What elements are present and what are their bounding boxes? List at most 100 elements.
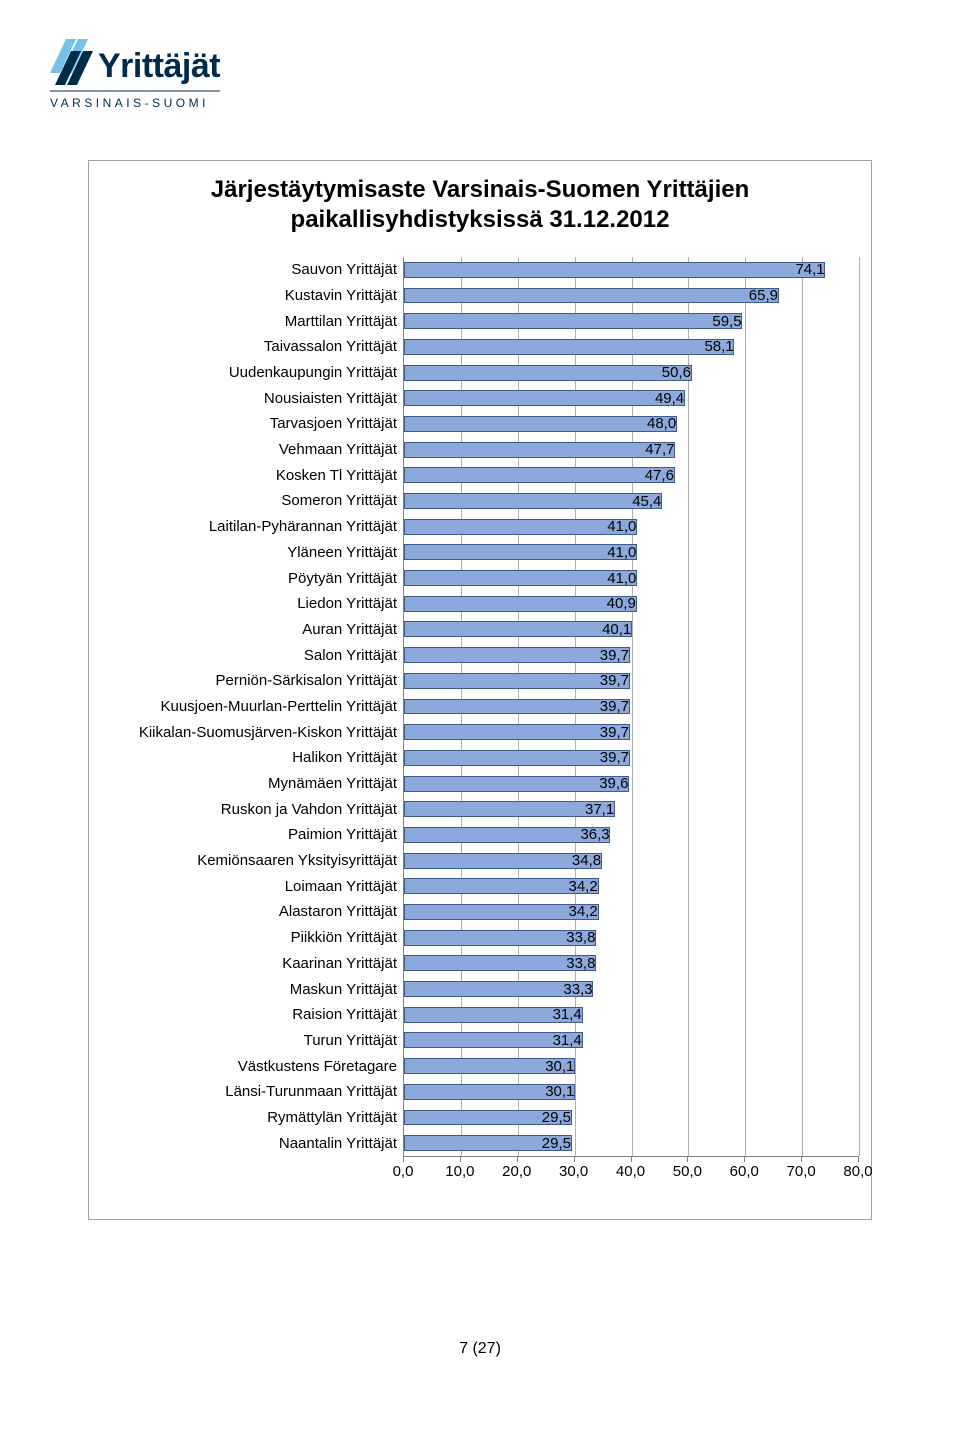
bar-value: 31,4: [553, 1006, 582, 1023]
x-tick-mark: [403, 1157, 404, 1162]
x-tick-label: 50,0: [673, 1163, 702, 1180]
category-label: Länsi-Turunmaan Yrittäjät: [103, 1079, 397, 1105]
category-label: Kiikalan-Suomusjärven-Kiskon Yrittäjät: [103, 719, 397, 745]
chart-title-line1: Järjestäytymisaste Varsinais-Suomen Yrit…: [211, 176, 750, 203]
category-label: Perniön-Särkisalon Yrittäjät: [103, 668, 397, 694]
bar-value: 47,6: [645, 467, 674, 484]
bar-value: 33,3: [563, 981, 592, 998]
bar-value: 30,1: [545, 1083, 574, 1100]
bar: [404, 442, 675, 458]
logo-main-text: Yrittäjät: [98, 47, 220, 85]
page-number: 7 (27): [0, 1340, 960, 1358]
logo-sub-text: VARSINAIS-SUOMI: [50, 96, 209, 110]
bar-value: 39,7: [600, 724, 629, 741]
category-label: Rymättylän Yrittäjät: [103, 1105, 397, 1131]
bar-value: 58,1: [704, 338, 733, 355]
bar-value: 59,5: [712, 313, 741, 330]
category-label: Västkustens Företagare: [103, 1053, 397, 1079]
category-label: Maskun Yrittäjät: [103, 976, 397, 1002]
category-label: Auran Yrittäjät: [103, 617, 397, 643]
x-tick-mark: [517, 1157, 518, 1162]
x-tick-mark: [687, 1157, 688, 1162]
bar: [404, 647, 630, 663]
bar: [404, 801, 615, 817]
category-label: Kemiönsaaren Yksityisyrittäjät: [103, 848, 397, 874]
grid-line: [859, 257, 860, 1156]
category-label: Paimion Yrittäjät: [103, 822, 397, 848]
bar-value: 41,0: [607, 570, 636, 587]
x-tick-label: 60,0: [730, 1163, 759, 1180]
bar-value: 40,9: [607, 595, 636, 612]
category-label: Yläneen Yrittäjät: [103, 540, 397, 566]
grid-line: [688, 257, 689, 1156]
x-tick-label: 80,0: [843, 1163, 872, 1180]
bar-value: 39,6: [599, 775, 628, 792]
category-label: Uudenkaupungin Yrittäjät: [103, 360, 397, 386]
logo: Yrittäjät VARSINAIS-SUOMI: [50, 35, 230, 133]
category-label: Turun Yrittäjät: [103, 1028, 397, 1054]
bar: [404, 544, 637, 560]
bar-value: 49,4: [655, 390, 684, 407]
bar: [404, 570, 637, 586]
x-tick-label: 20,0: [502, 1163, 531, 1180]
bar-value: 34,8: [572, 852, 601, 869]
bar: [404, 339, 734, 355]
bar: [404, 699, 630, 715]
bar: [404, 390, 685, 406]
bar-value: 39,7: [600, 672, 629, 689]
grid-line: [745, 257, 746, 1156]
bar-value: 29,5: [542, 1135, 571, 1152]
category-label: Tarvasjoen Yrittäjät: [103, 411, 397, 437]
bar-value: 29,5: [542, 1109, 571, 1126]
bar: [404, 673, 630, 689]
bar-value: 41,0: [607, 544, 636, 561]
bar-value: 74,1: [795, 261, 824, 278]
category-label: Kuusjoen-Muurlan-Perttelin Yrittäjät: [103, 694, 397, 720]
bar-value: 47,7: [645, 441, 674, 458]
category-label: Ruskon ja Vahdon Yrittäjät: [103, 796, 397, 822]
category-label: Vehmaan Yrittäjät: [103, 437, 397, 463]
bar: [404, 621, 632, 637]
plot-area: 74,165,959,558,150,649,448,047,747,645,4…: [403, 257, 859, 1157]
category-label: Raision Yrittäjät: [103, 1002, 397, 1028]
bar: [404, 724, 630, 740]
category-label: Taivassalon Yrittäjät: [103, 334, 397, 360]
bar-value: 37,1: [585, 801, 614, 818]
bar-value: 45,4: [632, 493, 661, 510]
bar-value: 39,7: [600, 698, 629, 715]
x-tick-mark: [574, 1157, 575, 1162]
bar: [404, 467, 675, 483]
bar: [404, 750, 630, 766]
bar: [404, 365, 692, 381]
x-axis: 0,010,020,030,040,050,060,070,080,0: [403, 1157, 859, 1187]
bar-value: 31,4: [553, 1032, 582, 1049]
category-label: Loimaan Yrittäjät: [103, 873, 397, 899]
bar-value: 39,7: [600, 749, 629, 766]
category-label: Kustavin Yrittäjät: [103, 283, 397, 309]
category-label: Naantalin Yrittäjät: [103, 1130, 397, 1156]
category-label: Halikon Yrittäjät: [103, 745, 397, 771]
bar: [404, 313, 742, 329]
chart-title: Järjestäytymisaste Varsinais-Suomen Yrit…: [103, 175, 857, 235]
bar-value: 33,8: [566, 955, 595, 972]
bar: [404, 262, 825, 278]
category-label: Salon Yrittäjät: [103, 642, 397, 668]
category-label: Kosken Tl Yrittäjät: [103, 462, 397, 488]
bar: [404, 288, 779, 304]
chart-area: Sauvon YrittäjätKustavin YrittäjätMartti…: [103, 257, 859, 1197]
x-tick-label: 30,0: [559, 1163, 588, 1180]
bar: [404, 416, 677, 432]
chart-title-line2: paikallisyhdistyksissä 31.12.2012: [291, 206, 670, 233]
category-label: Piikkiön Yrittäjät: [103, 925, 397, 951]
x-tick-mark: [858, 1157, 859, 1162]
category-label: Laitilan-Pyhärannan Yrittäjät: [103, 514, 397, 540]
bar-value: 41,0: [607, 518, 636, 535]
bar: [404, 493, 662, 509]
bar-value: 50,6: [662, 364, 691, 381]
bar-value: 33,8: [566, 929, 595, 946]
bar: [404, 596, 637, 612]
category-label: Kaarinan Yrittäjät: [103, 951, 397, 977]
bar: [404, 776, 629, 792]
x-tick-mark: [631, 1157, 632, 1162]
y-axis-labels: Sauvon YrittäjätKustavin YrittäjätMartti…: [103, 257, 403, 1157]
